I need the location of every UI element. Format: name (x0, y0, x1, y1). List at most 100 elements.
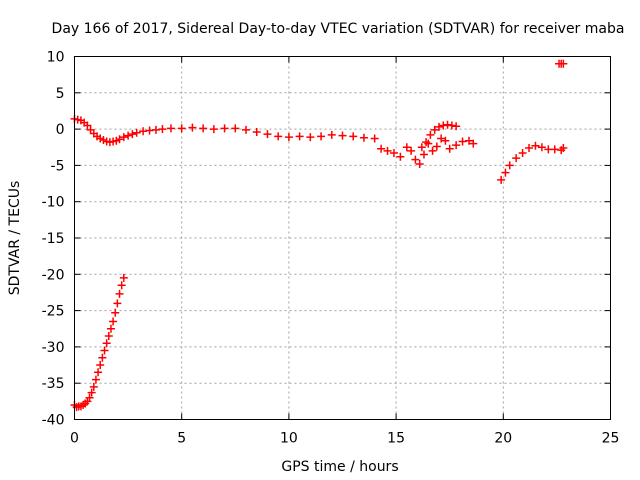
data-point (338, 131, 347, 140)
y-tick-label: 10 (47, 50, 65, 66)
data-point (231, 124, 240, 133)
y-tick-label: -5 (51, 158, 65, 174)
y-tick-label: 5 (56, 86, 65, 102)
data-point (158, 125, 167, 134)
data-point (115, 135, 124, 144)
data-point (166, 124, 175, 133)
data-point (317, 132, 326, 141)
data-point (132, 128, 141, 137)
data-point (437, 134, 446, 143)
data-point (501, 168, 510, 177)
y-tick-label: -40 (42, 413, 65, 429)
data-point (284, 133, 293, 142)
data-point (505, 161, 514, 170)
data-point (537, 143, 546, 152)
data-point (274, 132, 283, 141)
data-point (96, 361, 105, 370)
data-points (70, 59, 568, 412)
x-tick-label: 0 (70, 431, 79, 447)
data-point (430, 125, 439, 134)
y-tick-label: -35 (42, 376, 65, 392)
data-point (469, 139, 478, 148)
data-point (359, 133, 368, 142)
x-tick-label: 15 (387, 431, 405, 447)
y-tick-label: -30 (42, 340, 65, 356)
data-point (98, 353, 107, 362)
plot-frame (74, 56, 611, 420)
data-point (106, 324, 115, 333)
grid (74, 56, 611, 420)
data-point (113, 299, 122, 308)
data-point (85, 393, 94, 402)
data-point (419, 150, 428, 159)
data-point (559, 143, 568, 152)
data-point (422, 138, 431, 147)
data-point (402, 143, 411, 152)
data-point (117, 281, 126, 290)
y-tick-label: -10 (42, 195, 65, 211)
y-tick-label: -25 (42, 304, 65, 320)
y-tick-label: 0 (56, 122, 65, 138)
data-point (111, 308, 120, 317)
sdtvar-arc-track (417, 120, 461, 152)
data-point (411, 155, 420, 164)
data-point (389, 149, 398, 158)
data-point (119, 133, 128, 142)
y-tick-labels: -40 -35 -30 -25 -20 -15 -10 -5 0 5 10 (42, 50, 65, 429)
data-point (432, 142, 441, 151)
data-point (327, 130, 336, 139)
data-point (441, 136, 450, 145)
data-point (188, 123, 197, 132)
data-point (518, 149, 527, 158)
x-axis-label: GPS time / hours (281, 459, 398, 475)
x-tick-label: 10 (280, 431, 298, 447)
data-point (119, 273, 128, 282)
x-tick-labels: 0 5 10 15 20 25 (70, 431, 619, 447)
data-point (559, 59, 568, 68)
data-point (199, 124, 208, 133)
data-point (87, 388, 96, 397)
data-point (104, 332, 113, 341)
data-point (377, 144, 386, 153)
chart-title: Day 166 of 2017, Sidereal Day-to-day VTE… (52, 21, 625, 37)
data-point (306, 133, 315, 142)
data-point (94, 368, 103, 377)
data-point (396, 152, 405, 161)
data-point (426, 130, 435, 139)
data-point (220, 124, 229, 133)
data-point (242, 125, 251, 134)
data-point (263, 130, 272, 139)
data-point (177, 124, 186, 133)
data-point (512, 154, 521, 163)
data-point (91, 375, 100, 384)
data-point (128, 130, 137, 139)
data-point (370, 134, 379, 143)
sdtvar-main-track (70, 114, 568, 184)
data-point (531, 141, 540, 150)
data-point (464, 136, 473, 145)
y-axis-label: SDTVAR / TECUs (7, 181, 23, 296)
sdtvar-early-track (70, 273, 128, 412)
data-point (415, 159, 424, 168)
data-point (252, 128, 261, 137)
data-point (417, 143, 426, 152)
sdtvar-outlier (555, 59, 568, 68)
data-point (452, 141, 461, 150)
data-point (100, 346, 109, 355)
data-point (434, 122, 443, 131)
data-point (452, 122, 461, 131)
data-point (445, 144, 454, 153)
y-tick-label: -20 (42, 267, 65, 283)
x-tick-label: 5 (177, 431, 186, 447)
data-point (428, 146, 437, 155)
data-point (102, 339, 111, 348)
data-point (497, 175, 506, 184)
data-point (525, 143, 534, 152)
y-tick-label: -15 (42, 231, 65, 247)
data-point (83, 121, 92, 130)
data-point (383, 146, 392, 155)
data-point (124, 131, 133, 140)
data-point (295, 132, 304, 141)
data-point (407, 146, 416, 155)
